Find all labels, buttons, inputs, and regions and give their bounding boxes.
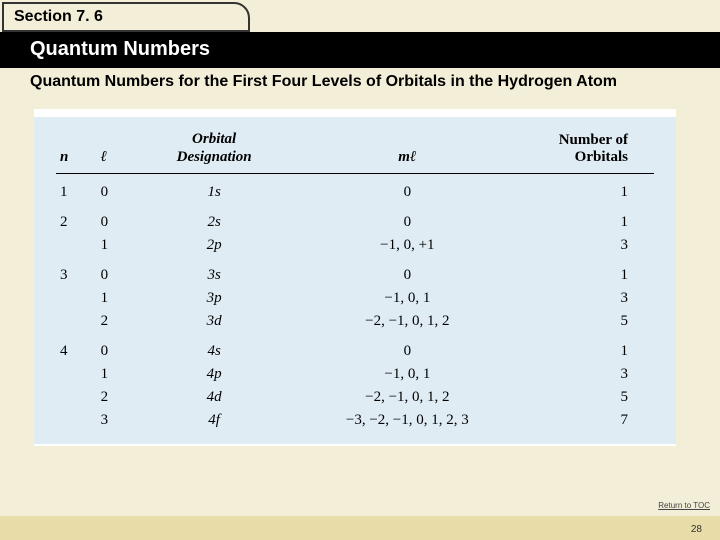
table-row: 404s01 (56, 333, 654, 363)
table-row: 202s01 (56, 204, 654, 234)
cell-num: 1 (532, 257, 654, 287)
cell-l: 3 (97, 409, 146, 432)
col-orbital: Orbital Designation (145, 127, 282, 174)
cell-l: 0 (97, 204, 146, 234)
col-numorb: Number of Orbitals (532, 127, 654, 174)
cell-num: 1 (532, 204, 654, 234)
cell-ml: 0 (283, 333, 532, 363)
table-body: 101s01202s0112p−1, 0, +13303s0113p−1, 0,… (56, 173, 654, 432)
cell-ml: 0 (283, 204, 532, 234)
table-row: 303s01 (56, 257, 654, 287)
cell-n: 2 (56, 204, 97, 234)
return-toc-link[interactable]: Return to TOC (658, 501, 710, 510)
cell-orbital: 3d (145, 310, 282, 333)
quantum-table: n ℓ Orbital Designation mℓ Number of Orb… (56, 127, 654, 432)
cell-l: 0 (97, 173, 146, 204)
cell-l: 0 (97, 257, 146, 287)
cell-l: 1 (97, 287, 146, 310)
cell-ml: −2, −1, 0, 1, 2 (283, 386, 532, 409)
cell-n: 4 (56, 333, 97, 363)
col-orbital-l2: Designation (177, 149, 252, 165)
table-row: 101s01 (56, 173, 654, 204)
cell-ml: 0 (283, 257, 532, 287)
cell-orbital: 3s (145, 257, 282, 287)
cell-num: 3 (532, 234, 654, 257)
subtitle: Quantum Numbers for the First Four Level… (30, 72, 690, 93)
section-tab: Section 7. 6 (2, 2, 250, 32)
col-l: ℓ (97, 127, 146, 174)
header-bar: Quantum Numbers (0, 32, 720, 68)
cell-num: 1 (532, 333, 654, 363)
cell-orbital: 4d (145, 386, 282, 409)
cell-ml: −1, 0, +1 (283, 234, 532, 257)
col-orbital-l1: Orbital (192, 131, 236, 147)
cell-orbital: 2p (145, 234, 282, 257)
cell-n (56, 386, 97, 409)
cell-num: 3 (532, 287, 654, 310)
table-row: 13p−1, 0, 13 (56, 287, 654, 310)
cell-n (56, 287, 97, 310)
table-row: 14p−1, 0, 13 (56, 363, 654, 386)
cell-num: 5 (532, 310, 654, 333)
cell-orbital: 4f (145, 409, 282, 432)
cell-orbital: 2s (145, 204, 282, 234)
cell-l: 2 (97, 310, 146, 333)
content-area: Quantum Numbers for the First Four Level… (30, 72, 690, 446)
cell-orbital: 4p (145, 363, 282, 386)
table-row: 12p−1, 0, +13 (56, 234, 654, 257)
cell-n (56, 310, 97, 333)
table-panel: n ℓ Orbital Designation mℓ Number of Orb… (34, 117, 676, 444)
cell-orbital: 3p (145, 287, 282, 310)
cell-num: 5 (532, 386, 654, 409)
cell-ml: −3, −2, −1, 0, 1, 2, 3 (283, 409, 532, 432)
cell-ml: 0 (283, 173, 532, 204)
footer-bar: 28 (0, 516, 720, 540)
header-title: Quantum Numbers (30, 38, 210, 60)
cell-n: 1 (56, 173, 97, 204)
table-row: 23d−2, −1, 0, 1, 25 (56, 310, 654, 333)
cell-num: 1 (532, 173, 654, 204)
cell-ml: −1, 0, 1 (283, 287, 532, 310)
page-number: 28 (691, 524, 702, 535)
cell-ml: −1, 0, 1 (283, 363, 532, 386)
cell-l: 2 (97, 386, 146, 409)
cell-n (56, 234, 97, 257)
cell-l: 0 (97, 333, 146, 363)
cell-orbital: 1s (145, 173, 282, 204)
cell-l: 1 (97, 363, 146, 386)
table-row: 24d−2, −1, 0, 1, 25 (56, 386, 654, 409)
table-row: 34f−3, −2, −1, 0, 1, 2, 37 (56, 409, 654, 432)
cell-n (56, 409, 97, 432)
cell-ml: −2, −1, 0, 1, 2 (283, 310, 532, 333)
cell-n (56, 363, 97, 386)
cell-num: 7 (532, 409, 654, 432)
cell-n: 3 (56, 257, 97, 287)
section-label: Section 7. 6 (14, 8, 103, 25)
table-wrapper: n ℓ Orbital Designation mℓ Number of Orb… (34, 109, 676, 446)
cell-l: 1 (97, 234, 146, 257)
col-n: n (56, 127, 97, 174)
cell-num: 3 (532, 363, 654, 386)
col-ml: mℓ (283, 127, 532, 174)
cell-orbital: 4s (145, 333, 282, 363)
